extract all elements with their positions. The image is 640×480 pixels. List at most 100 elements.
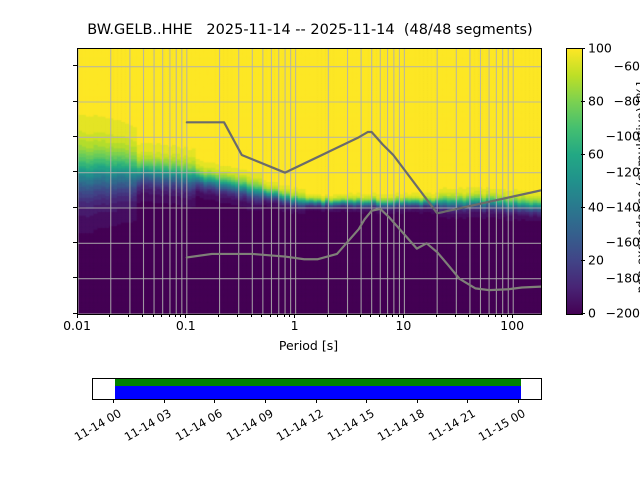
x-tick-mark <box>294 314 296 318</box>
x-minor-tick-mark <box>454 314 456 317</box>
x-minor-tick-mark <box>386 314 388 317</box>
timeline-tick-label: 11-14 12 <box>273 406 326 444</box>
x-minor-tick-mark <box>174 314 176 317</box>
timeline-tick-label: 11-14 15 <box>324 406 377 444</box>
x-tick-mark <box>185 314 187 318</box>
timeline-tick-label: 11-14 03 <box>122 406 175 444</box>
y-tick-label: −200 <box>605 305 640 321</box>
x-minor-tick-mark <box>392 314 394 317</box>
y-tick-label: −120 <box>605 164 640 180</box>
timeline-tick-mark <box>416 399 418 403</box>
ppsd-axes <box>77 48 542 315</box>
x-minor-tick-mark <box>506 314 508 317</box>
colorbar-tick-label: 40 <box>588 199 604 215</box>
plot-title: BW.GELB..HHE 2025-11-14 -- 2025-11-14 (4… <box>87 22 533 38</box>
colorbar-tick-mark <box>581 259 585 261</box>
x-minor-tick-mark <box>237 314 239 317</box>
x-minor-tick-mark <box>277 314 279 317</box>
y-tick-mark <box>73 206 77 208</box>
colorbar-tick-mark <box>581 153 585 155</box>
y-tick-label: −100 <box>605 128 640 144</box>
y-tick-mark <box>73 65 77 67</box>
x-minor-tick-mark <box>378 314 380 317</box>
x-minor-tick-mark <box>283 314 285 317</box>
y-tick-mark <box>73 135 77 137</box>
y-tick-label: −60 <box>613 58 640 74</box>
timeline-axes <box>92 378 542 400</box>
timeline-tick-mark <box>315 399 317 403</box>
timeline-tick-label: 11-14 09 <box>223 406 276 444</box>
x-tick-label: 1 <box>290 318 299 333</box>
y-tick-mark <box>73 241 77 243</box>
x-minor-tick-mark <box>479 314 481 317</box>
x-minor-tick-mark <box>161 314 163 317</box>
x-minor-tick-mark <box>487 314 489 317</box>
timeline-band-bottom <box>114 386 521 399</box>
x-tick-label: 0.1 <box>175 318 196 333</box>
x-tick-mark <box>511 314 513 318</box>
timeline-tick-label: 11-15 00 <box>476 406 528 444</box>
axes-grid <box>78 49 541 314</box>
colorbar-tick-mark <box>581 312 585 314</box>
x-tick-label: 10 <box>395 318 412 333</box>
timeline-tick-mark <box>366 399 367 403</box>
colorbar-gradient <box>567 49 582 314</box>
timeline-tick-label: 11-14 06 <box>172 406 225 444</box>
x-minor-tick-mark <box>326 314 328 317</box>
x-tick-mark <box>402 314 404 318</box>
x-minor-tick-mark <box>128 314 130 317</box>
x-minor-tick-mark <box>370 314 372 317</box>
y-tick-mark <box>73 312 77 314</box>
timeline-tick-mark <box>214 399 216 403</box>
y-tick-mark <box>73 277 77 279</box>
timeline-tick-mark <box>467 399 469 403</box>
x-minor-tick-mark <box>168 314 170 317</box>
colorbar-tick-mark <box>581 47 585 49</box>
timeline-tick-label: 11-14 00 <box>71 406 124 444</box>
x-tick-label: 0.01 <box>63 318 91 333</box>
x-minor-tick-mark <box>250 314 252 317</box>
x-minor-tick-mark <box>346 314 348 317</box>
colorbar-tick-label: 100 <box>588 40 612 56</box>
y-tick-label: −160 <box>605 234 640 250</box>
colorbar-tick-label: 0 <box>588 305 596 321</box>
x-minor-tick-mark <box>397 314 399 317</box>
colorbar-tick-label: 80 <box>588 93 604 109</box>
x-minor-tick-mark <box>218 314 220 317</box>
timeline-tick-label: 11-14 18 <box>375 406 427 444</box>
noise-model-curves <box>185 121 541 292</box>
colorbar-tick-label: 20 <box>588 252 604 268</box>
y-tick-mark <box>73 171 77 173</box>
colorbar-tick-label: 60 <box>588 146 604 162</box>
timeline-band-top <box>114 379 521 387</box>
y-tick-label: −140 <box>605 199 640 215</box>
x-minor-tick-mark <box>180 314 182 317</box>
colorbar-label: non-exceedance (cumulative) [%] <box>633 81 640 294</box>
colorbar <box>566 48 583 315</box>
x-minor-tick-mark <box>359 314 361 317</box>
ppsd-density-heatmap <box>78 49 541 314</box>
timeline-tick-mark <box>265 399 266 403</box>
x-minor-tick-mark <box>109 314 111 317</box>
x-minor-tick-mark <box>289 314 291 317</box>
y-tick-mark <box>73 100 77 102</box>
x-minor-tick-mark <box>142 314 144 317</box>
colorbar-tick-mark <box>581 206 585 208</box>
x-axis-label: Period [s] <box>278 338 339 353</box>
y-tick-label: −80 <box>613 93 640 109</box>
x-minor-tick-mark <box>152 314 154 317</box>
timeline-tick-mark <box>113 399 115 403</box>
x-minor-tick-mark <box>270 314 272 317</box>
timeline-tick-mark <box>517 399 519 403</box>
x-tick-label: 100 <box>500 318 525 333</box>
timeline-tick-label: 11-14 21 <box>425 406 478 444</box>
y-tick-label: −180 <box>605 270 640 286</box>
timeline-tick-mark <box>163 399 165 403</box>
x-minor-tick-mark <box>261 314 263 317</box>
colorbar-tick-mark <box>581 100 585 102</box>
x-tick-mark <box>76 314 78 318</box>
x-minor-tick-mark <box>501 314 503 317</box>
x-minor-tick-mark <box>435 314 437 317</box>
x-minor-tick-mark <box>494 314 496 317</box>
